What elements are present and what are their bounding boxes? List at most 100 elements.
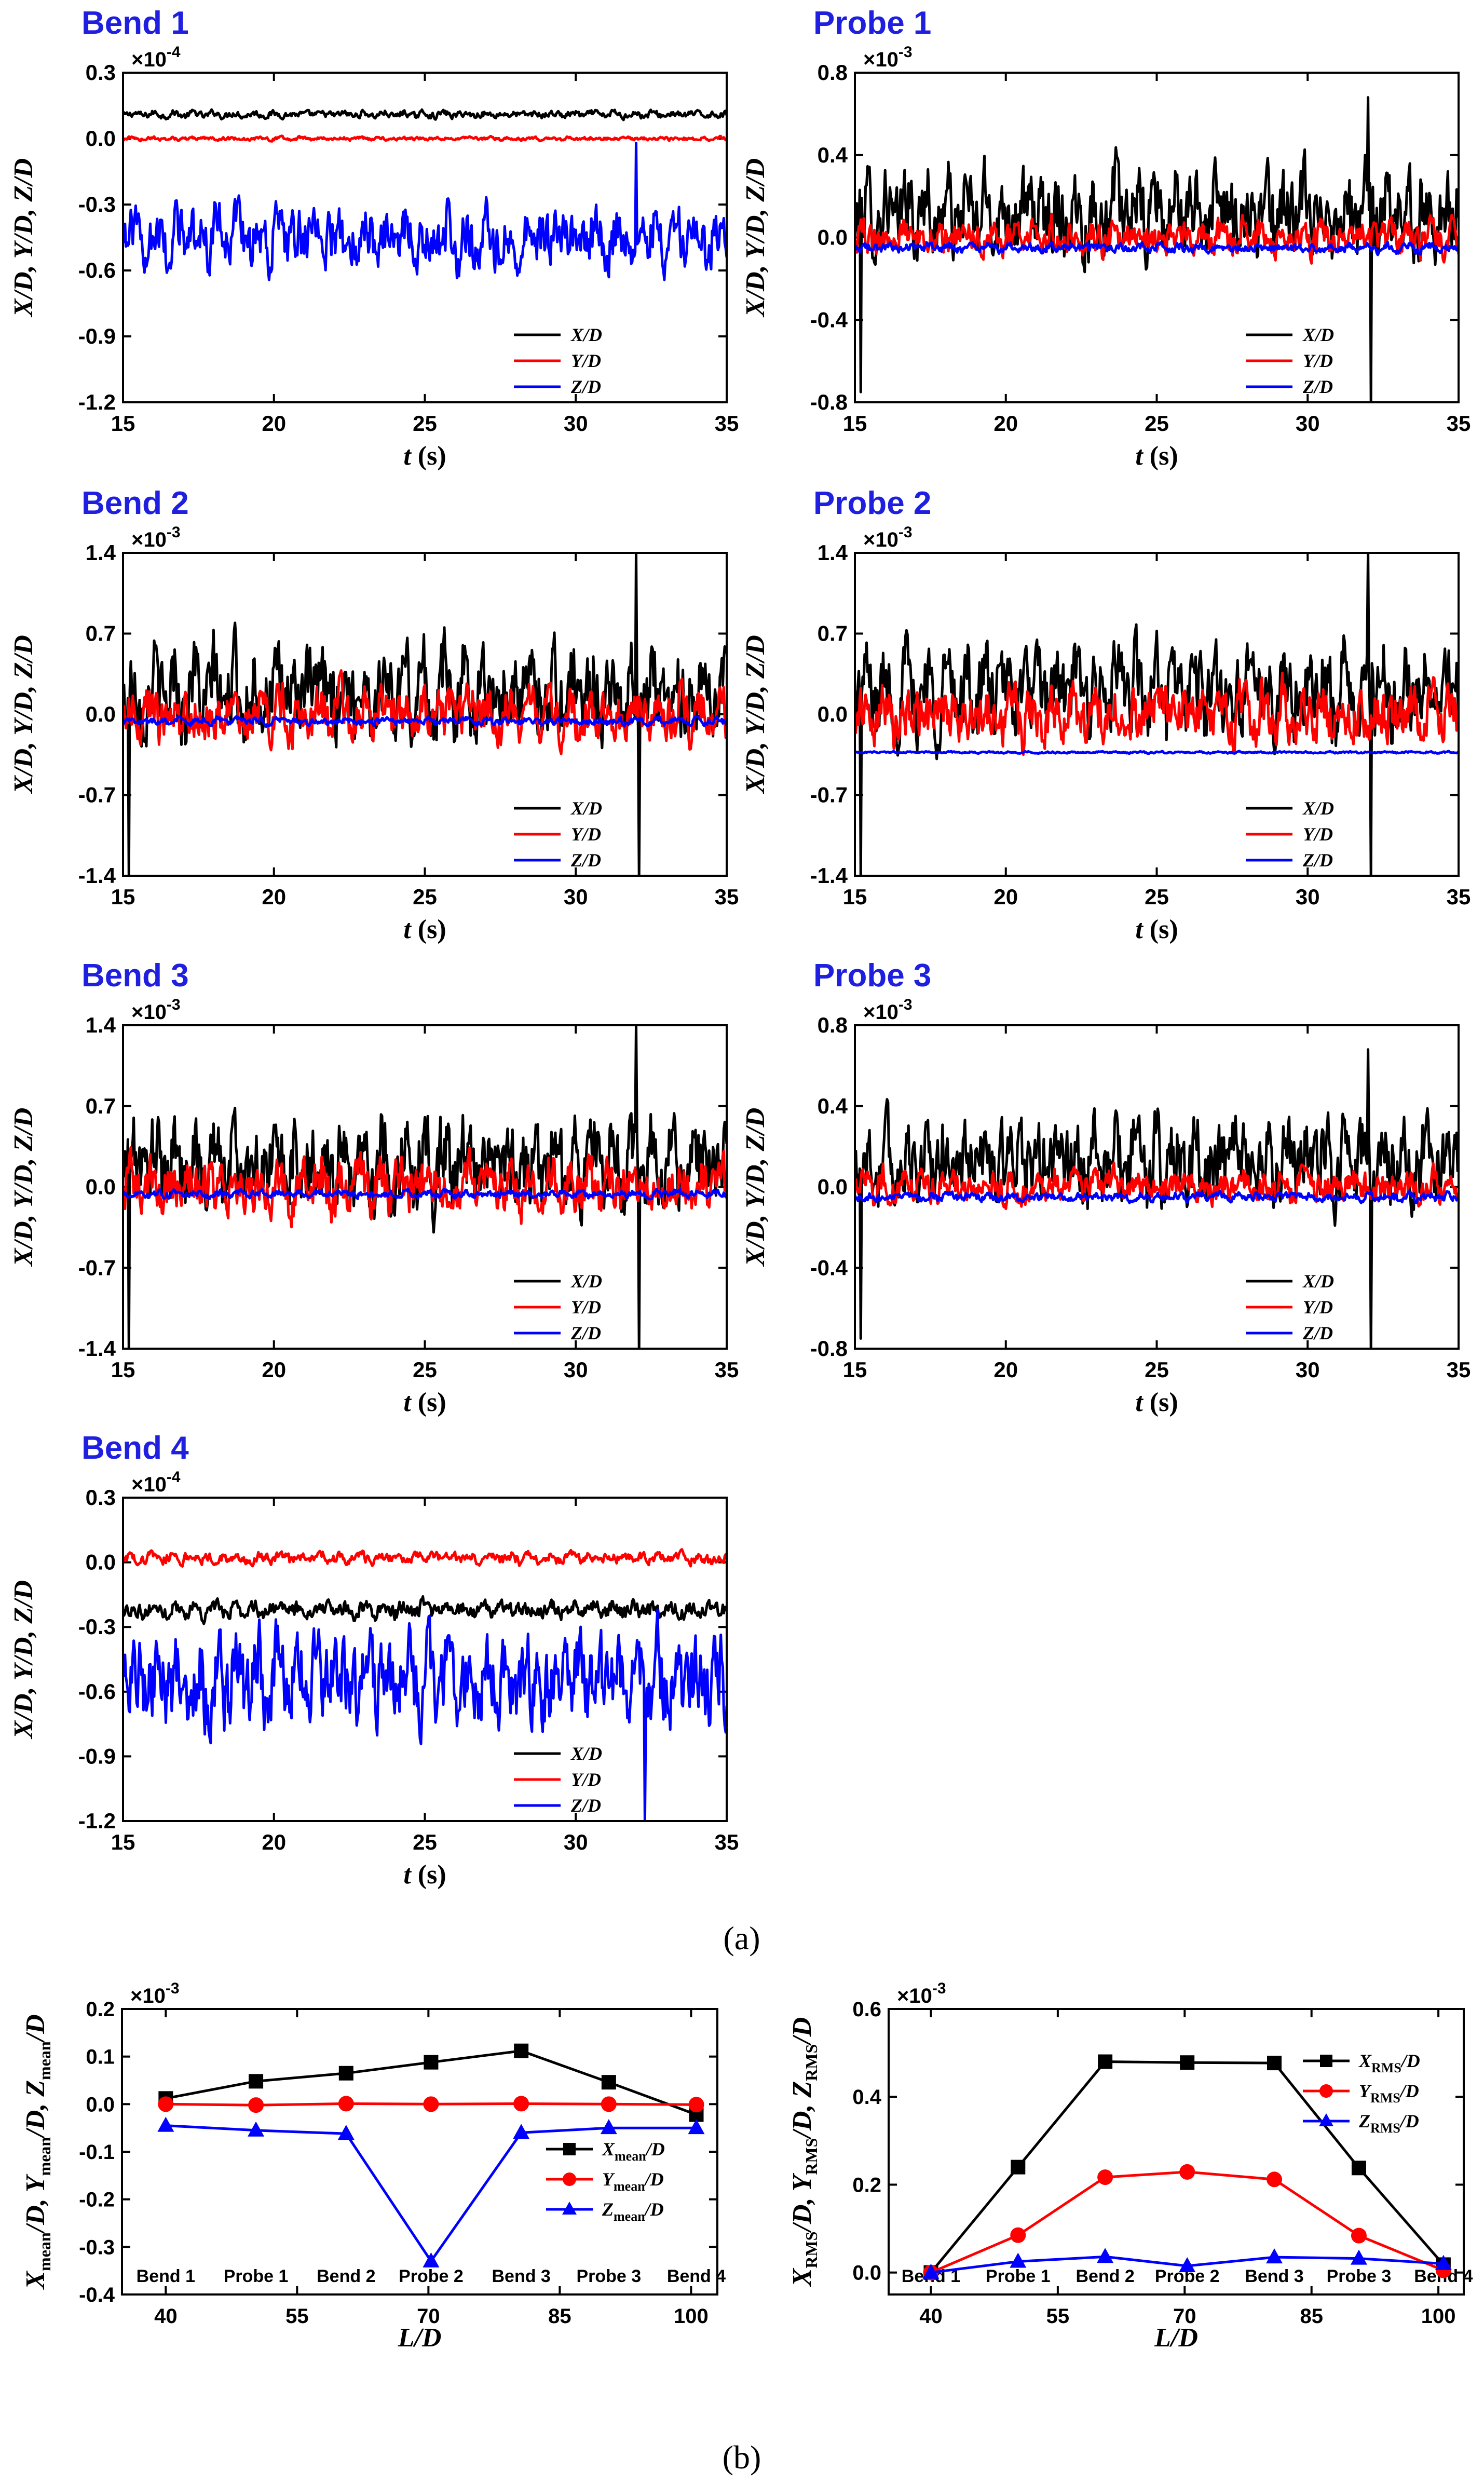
y-tick-label: 0.0 bbox=[818, 1175, 848, 1199]
station-label: Bend 4 bbox=[667, 2266, 726, 2286]
multiplier-exponent: -3 bbox=[167, 996, 181, 1013]
panel-bend-2: 15 20 25 30 35 -1.4 -0.7 0.0 0.7 1.4 ×10-3 Bend 2 t … bbox=[9, 485, 739, 944]
station-label: Bend 1 bbox=[137, 2266, 195, 2286]
y-tick-label: -0.7 bbox=[78, 783, 116, 807]
data-point-circle bbox=[601, 2096, 617, 2112]
x-tick-label: 20 bbox=[993, 885, 1018, 909]
panel-probe-2: 15 20 25 30 35 -1.4 -0.7 0.0 0.7 1.4 ×10-3 Probe 2 t… bbox=[741, 485, 1471, 944]
x-axis-label: t (s) bbox=[403, 441, 446, 471]
data-point-square bbox=[1011, 2160, 1026, 2175]
multiplier-base: ×10 bbox=[131, 48, 167, 71]
x-tick-label: 35 bbox=[1447, 411, 1471, 436]
x-tick-label: 55 bbox=[1046, 2305, 1070, 2328]
legend-label: XRMS/D bbox=[1358, 2051, 1420, 2075]
legend-marker bbox=[1319, 2113, 1333, 2126]
y-axis-label: X/D, Y/D, Z/D bbox=[741, 635, 770, 794]
x-tick-label: 35 bbox=[1447, 885, 1471, 909]
series-line-z-d bbox=[124, 142, 726, 281]
legend-label: Y/D bbox=[1303, 350, 1333, 371]
y-axis-label: Xmean/D, Ymean/D, Zmean/D bbox=[21, 2014, 54, 2290]
y-tick-label: -0.7 bbox=[78, 1255, 116, 1280]
multiplier-base: ×10 bbox=[863, 1001, 898, 1024]
x-tick-label: 15 bbox=[111, 1830, 135, 1854]
x-tick-label: 35 bbox=[715, 1830, 739, 1854]
legend-label: ZRMS/D bbox=[1358, 2111, 1419, 2136]
data-point-square bbox=[1267, 2056, 1282, 2071]
y-tick-label: -0.4 bbox=[810, 1255, 848, 1280]
multiplier-exponent: -3 bbox=[932, 1980, 946, 1997]
y-tick-label: 0.1 bbox=[86, 2046, 115, 2069]
series-line-z-d bbox=[856, 240, 1458, 256]
multiplier-exponent: -4 bbox=[167, 44, 181, 61]
data-point-triangle bbox=[513, 2124, 530, 2139]
legend-label: X/D bbox=[570, 324, 602, 345]
multiplier-base: ×10 bbox=[863, 528, 898, 551]
legend-label: Z/D bbox=[570, 1323, 601, 1343]
y-tick-label: -0.4 bbox=[810, 307, 848, 332]
axis-multiplier: ×10-3 bbox=[130, 1980, 180, 2007]
axis-multiplier: ×10-4 bbox=[131, 1469, 181, 1496]
series-line-z-d bbox=[856, 750, 1458, 755]
multiplier-exponent: -3 bbox=[898, 996, 913, 1013]
y-tick-label: 0.7 bbox=[818, 621, 848, 646]
legend-label: X/D bbox=[570, 1743, 602, 1764]
legend-label: X/D bbox=[1302, 798, 1334, 819]
data-point-triangle bbox=[157, 2116, 174, 2132]
legend-label: Z/D bbox=[570, 376, 601, 397]
x-tick-label: 20 bbox=[993, 411, 1018, 436]
axis-multiplier: ×10-3 bbox=[897, 1980, 946, 2007]
multiplier-exponent: -3 bbox=[898, 524, 913, 541]
data-point-circle bbox=[513, 2096, 529, 2112]
y-axis-label: X/D, Y/D, Z/D bbox=[9, 158, 38, 318]
panel-title: Bend 3 bbox=[81, 958, 189, 994]
series-line-y-d bbox=[856, 1161, 1458, 1210]
y-tick-label: 0.8 bbox=[818, 1013, 848, 1037]
station-label: Probe 2 bbox=[399, 2266, 464, 2286]
data-point-circle bbox=[248, 2097, 264, 2113]
series-line-x-d bbox=[124, 108, 726, 121]
x-tick-label: 20 bbox=[262, 411, 286, 436]
y-tick-label: 0.0 bbox=[818, 702, 848, 726]
x-tick-label: 70 bbox=[1173, 2305, 1196, 2328]
x-tick-label: 35 bbox=[715, 885, 739, 909]
axis-multiplier: ×10-4 bbox=[131, 44, 181, 71]
x-tick-label: 35 bbox=[715, 1357, 739, 1382]
series-line-y-d bbox=[124, 1548, 726, 1568]
y-tick-label: 0.0 bbox=[86, 1175, 116, 1199]
x-tick-label: 15 bbox=[843, 1357, 867, 1382]
legend-label: X/D bbox=[1302, 1271, 1334, 1292]
data-point-triangle bbox=[1350, 2249, 1367, 2265]
data-point-triangle bbox=[1435, 2255, 1452, 2270]
y-tick-label: -0.3 bbox=[78, 1614, 116, 1639]
series-line-x-d bbox=[856, 96, 1458, 401]
y-tick-label: 1.4 bbox=[86, 1013, 116, 1037]
legend-label: X/D bbox=[570, 798, 602, 819]
data-point-square bbox=[514, 2043, 529, 2058]
x-tick-label: 35 bbox=[715, 411, 739, 436]
x-axis-label: L/D bbox=[1154, 2323, 1198, 2353]
panel-title: Probe 1 bbox=[813, 5, 931, 41]
legend-marker bbox=[563, 2143, 576, 2155]
y-tick-label: 1.4 bbox=[818, 540, 848, 565]
data-point-circle bbox=[423, 2096, 439, 2112]
y-tick-label: -1.2 bbox=[78, 1809, 116, 1833]
axis-multiplier: ×10-3 bbox=[863, 524, 913, 551]
data-point-square bbox=[249, 2074, 264, 2089]
y-tick-label: 0.6 bbox=[852, 1998, 881, 2021]
series-line-z-d bbox=[124, 1187, 726, 1201]
y-tick-label: -0.2 bbox=[79, 2189, 115, 2211]
panel-title: Bend 4 bbox=[81, 1430, 189, 1466]
panel-probe-1: 15 20 25 30 35 -0.8 -0.4 0.0 0.4 0.8 ×10-3 Probe 1 t… bbox=[741, 5, 1471, 471]
multiplier-exponent: -4 bbox=[167, 1469, 181, 1486]
legend-label: Y/D bbox=[571, 824, 601, 845]
data-point-triangle bbox=[423, 2252, 440, 2267]
x-tick-label: 85 bbox=[1300, 2305, 1323, 2328]
legend-marker bbox=[563, 2172, 576, 2186]
legend-label: Y/D bbox=[571, 1769, 601, 1790]
x-axis-label: t (s) bbox=[403, 1860, 446, 1890]
data-point-triangle bbox=[688, 2119, 705, 2135]
x-tick-label: 25 bbox=[1145, 411, 1169, 436]
x-axis-label: t (s) bbox=[403, 1388, 446, 1417]
series-line-y-d bbox=[856, 671, 1458, 756]
